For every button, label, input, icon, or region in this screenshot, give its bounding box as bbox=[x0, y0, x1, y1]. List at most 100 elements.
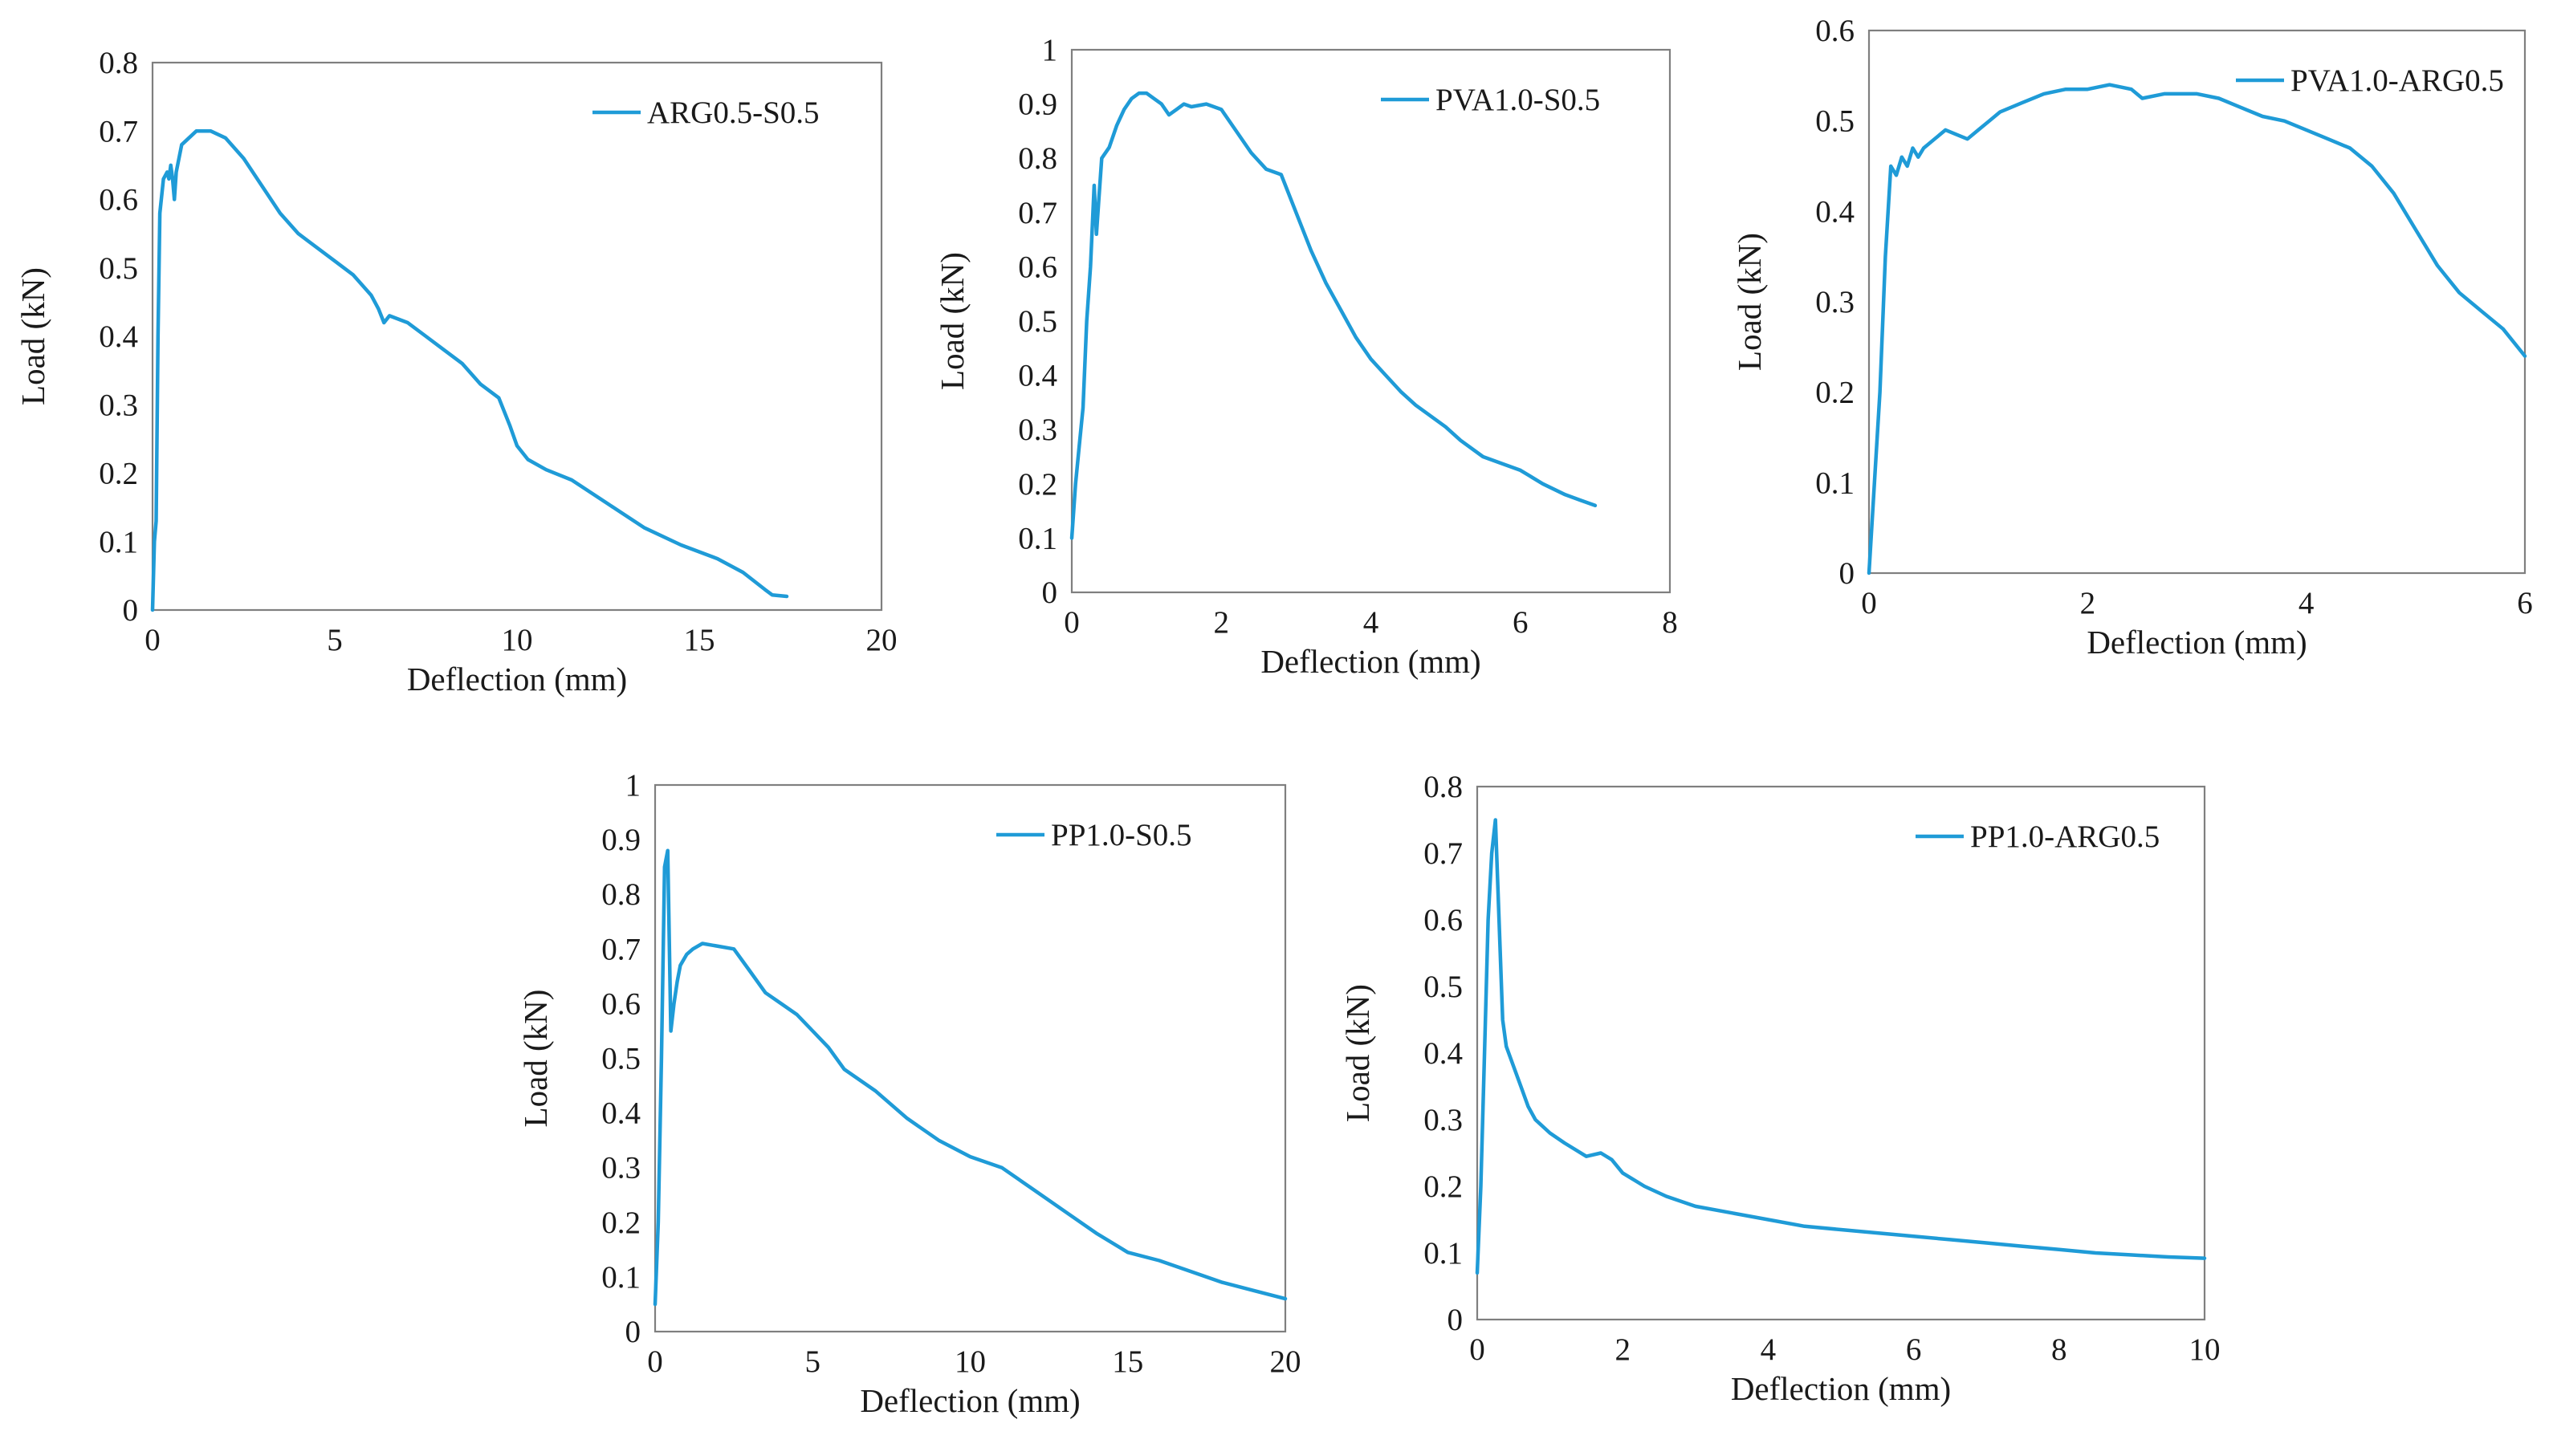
y-tick-label: 0.9 bbox=[1018, 87, 1057, 122]
y-tick-label: 0.5 bbox=[1018, 304, 1057, 339]
plot-frame bbox=[1070, 48, 1671, 594]
plot-frame bbox=[654, 783, 1287, 1333]
y-tick-label: 0.2 bbox=[1018, 467, 1057, 502]
x-axis-label: Deflection (mm) bbox=[407, 661, 627, 697]
y-tick-label: 0.4 bbox=[99, 319, 138, 354]
y-tick-label: 0.9 bbox=[601, 823, 641, 857]
x-tick-label: 10 bbox=[955, 1344, 986, 1379]
x-tick-label: 6 bbox=[2517, 586, 2533, 620]
x-axis-label: Deflection (mm) bbox=[1260, 643, 1480, 680]
y-tick-label: 0.1 bbox=[1423, 1236, 1463, 1271]
x-tick-label: 0 bbox=[1469, 1332, 1485, 1367]
x-tick-label: 20 bbox=[866, 623, 898, 657]
plot-frame bbox=[151, 61, 883, 612]
y-tick-label: 0.5 bbox=[1423, 970, 1463, 1004]
x-tick-label: 4 bbox=[2299, 586, 2315, 620]
y-axis-label: Load (kN) bbox=[934, 252, 971, 390]
chart-pp1.0-s0.5: 0 5 10 15 20 0 0.1 0.2 0.3 0.4 0.5 0.6 0.7 0.8 0.9 1 Def… bbox=[517, 768, 1301, 1419]
y-tick-label: 0 bbox=[1448, 1303, 1464, 1337]
y-tick-label: 0.4 bbox=[1423, 1036, 1463, 1071]
y-tick-label: 0.1 bbox=[1018, 521, 1057, 555]
x-tick-label: 10 bbox=[2189, 1332, 2221, 1367]
y-tick-label: 0 bbox=[625, 1315, 641, 1349]
y-tick-label: 0.1 bbox=[1815, 466, 1855, 500]
x-axis-label: Deflection (mm) bbox=[1731, 1370, 1951, 1407]
y-tick-label: 0.3 bbox=[1018, 413, 1057, 447]
series-line bbox=[653, 848, 1288, 1307]
y-tick-label: 0.4 bbox=[1815, 194, 1855, 229]
series-line bbox=[1069, 91, 1598, 540]
y-tick-label: 0.8 bbox=[1018, 141, 1057, 176]
x-tick-label: 6 bbox=[1906, 1332, 1922, 1367]
y-tick-label: 0.8 bbox=[601, 877, 641, 912]
y-tick-label: 0.7 bbox=[601, 932, 641, 966]
y-tick-label: 1 bbox=[1042, 33, 1058, 67]
chart-pp1.0-arg0.5: 0 2 4 6 8 10 0 0.1 0.2 0.3 0.4 0.5 0.6 0.7 0.8 Deflecti… bbox=[1339, 770, 2221, 1407]
y-axis-label: Load (kN) bbox=[1339, 984, 1376, 1122]
x-tick-label: 5 bbox=[805, 1344, 821, 1379]
legend-label: PVA1.0-ARG0.5 bbox=[2290, 63, 2504, 98]
x-tick-label: 20 bbox=[1270, 1344, 1301, 1379]
y-tick-label: 0.6 bbox=[99, 183, 138, 218]
series-line bbox=[1867, 83, 2527, 575]
x-tick-label: 10 bbox=[502, 623, 533, 657]
y-tick-label: 0.3 bbox=[601, 1151, 641, 1186]
legend-label: PP1.0-ARG0.5 bbox=[1970, 820, 2160, 854]
y-tick-label: 0.1 bbox=[99, 525, 138, 559]
x-tick-label: 2 bbox=[2080, 586, 2096, 620]
y-tick-label: 0.6 bbox=[1018, 250, 1057, 284]
y-tick-label: 0.7 bbox=[1018, 196, 1057, 230]
y-tick-label: 0.2 bbox=[1423, 1169, 1463, 1204]
x-tick-label: 8 bbox=[2051, 1332, 2067, 1367]
y-tick-label: 0.2 bbox=[601, 1206, 641, 1240]
x-tick-label: 15 bbox=[684, 623, 715, 657]
y-tick-label: 0.8 bbox=[99, 46, 138, 80]
y-tick-label: 0.3 bbox=[1423, 1103, 1463, 1137]
y-tick-label: 0 bbox=[123, 593, 139, 628]
x-tick-label: 0 bbox=[1064, 605, 1080, 640]
y-tick-label: 0.5 bbox=[1815, 104, 1855, 139]
x-tick-label: 8 bbox=[1662, 605, 1678, 640]
y-tick-label: 0.6 bbox=[601, 986, 641, 1021]
x-axis-label: Deflection (mm) bbox=[2087, 624, 2307, 661]
x-tick-label: 0 bbox=[1861, 586, 1877, 620]
series-line bbox=[1475, 818, 2207, 1275]
legend-label: ARG0.5-S0.5 bbox=[647, 96, 820, 130]
y-tick-label: 0.1 bbox=[601, 1260, 641, 1295]
plot-frame bbox=[1476, 785, 2206, 1321]
y-tick-label: 0.3 bbox=[99, 388, 138, 422]
y-tick-label: 0.7 bbox=[1423, 836, 1463, 871]
y-tick-label: 0.3 bbox=[1815, 285, 1855, 319]
y-axis-label: Load (kN) bbox=[517, 990, 554, 1128]
y-axis-label: Load (kN) bbox=[14, 267, 51, 405]
x-tick-label: 4 bbox=[1761, 1332, 1777, 1367]
x-tick-label: 0 bbox=[145, 623, 161, 657]
x-tick-label: 5 bbox=[327, 623, 343, 657]
legend-label: PP1.0-S0.5 bbox=[1051, 818, 1192, 852]
plot-frame bbox=[1867, 29, 2527, 575]
y-tick-label: 0.5 bbox=[601, 1042, 641, 1076]
x-tick-label: 0 bbox=[647, 1344, 663, 1379]
y-tick-label: 0.2 bbox=[1815, 376, 1855, 410]
y-tick-label: 1 bbox=[625, 768, 641, 803]
y-tick-label: 0.6 bbox=[1423, 903, 1463, 937]
y-tick-label: 0.4 bbox=[601, 1096, 641, 1131]
series-line bbox=[150, 129, 789, 612]
y-tick-label: 0.6 bbox=[1815, 14, 1855, 48]
x-tick-label: 6 bbox=[1513, 605, 1529, 640]
y-tick-label: 0 bbox=[1839, 556, 1855, 591]
chart-pva1.0-arg0.5: 0 2 4 6 0 0.1 0.2 0.3 0.4 0.5 0.6 Deflection (mm) Lo… bbox=[1731, 14, 2533, 661]
legend-label: PVA1.0-S0.5 bbox=[1435, 83, 1600, 117]
x-tick-label: 2 bbox=[1614, 1332, 1631, 1367]
chart-arg0.5-s0.5: 0 5 10 15 20 0 0.1 0.2 0.3 0.4 0.5 0.6 0.7 0.8 Deflect… bbox=[14, 46, 898, 697]
y-tick-label: 0.8 bbox=[1423, 770, 1463, 804]
y-axis-label: Load (kN) bbox=[1731, 233, 1768, 371]
x-tick-label: 2 bbox=[1214, 605, 1230, 640]
chart-pva1.0-s0.5: 0 2 4 6 8 0 0.1 0.2 0.3 0.4 0.5 0.6 0.7 0.8 0.9 1 Deflec… bbox=[934, 33, 1678, 680]
x-tick-label: 15 bbox=[1112, 1344, 1143, 1379]
y-tick-label: 0.5 bbox=[99, 251, 138, 286]
x-tick-label: 4 bbox=[1363, 605, 1379, 640]
y-tick-label: 0.2 bbox=[99, 457, 138, 491]
